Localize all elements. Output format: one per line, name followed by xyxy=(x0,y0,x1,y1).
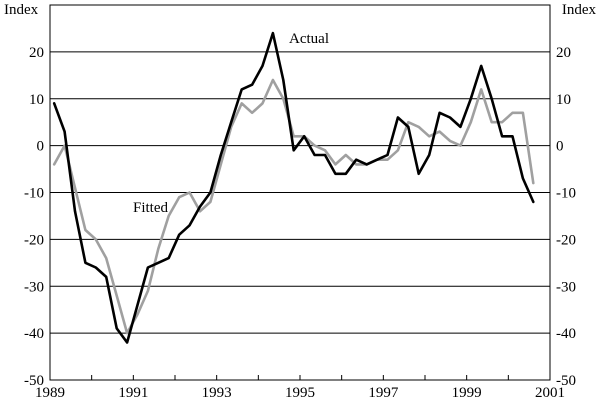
tick-labels: 20 20 10 10 0 0 -10 -10 -20 -20 -30 -30 -40 -40 -50 -50… xyxy=(24,45,576,400)
series-lines xyxy=(52,31,535,344)
y-tick-label-left: -10 xyxy=(24,186,44,202)
y-tick-label-right: -20 xyxy=(556,232,576,248)
y-tick-label-right: -40 xyxy=(556,326,576,342)
x-tick-label: 1989 xyxy=(35,385,65,400)
y-tick-label-left: -30 xyxy=(24,279,44,295)
y-tick-label-right: -10 xyxy=(556,186,576,202)
y-tick-label-left: 10 xyxy=(29,92,44,108)
y-tick-label-left: 20 xyxy=(29,45,44,61)
series-line-actual xyxy=(52,31,535,344)
y-tick-label-right: 0 xyxy=(556,139,564,155)
y-tick-label-left: -40 xyxy=(24,326,44,342)
gridlines xyxy=(50,51,550,334)
y-tick-label-right: 10 xyxy=(556,92,571,108)
y-tick-label-left: -20 xyxy=(24,232,44,248)
y-tick-label-right: -50 xyxy=(556,373,576,389)
actual-annotation: Actual xyxy=(289,31,329,47)
series-line-fitted xyxy=(52,78,535,335)
x-tick-label: 1991 xyxy=(118,385,148,400)
x-tick-label: 2001 xyxy=(535,385,565,400)
fitted-annotation: Fitted xyxy=(133,200,169,216)
x-tick-label: 1997 xyxy=(368,385,399,400)
y-tick-label-left: 0 xyxy=(37,139,45,155)
x-axis-ticks xyxy=(49,375,551,380)
x-tick-label: 1993 xyxy=(202,385,232,400)
x-tick-label: 1995 xyxy=(285,385,315,400)
y-tick-label-left: -50 xyxy=(24,373,44,389)
y-tick-label-right: 20 xyxy=(556,45,571,61)
left-axis-unit-label: Index xyxy=(4,2,39,18)
y-tick-label-right: -30 xyxy=(556,279,576,295)
x-tick-label: 1999 xyxy=(452,385,482,400)
right-axis-unit-label: Index xyxy=(562,2,597,18)
